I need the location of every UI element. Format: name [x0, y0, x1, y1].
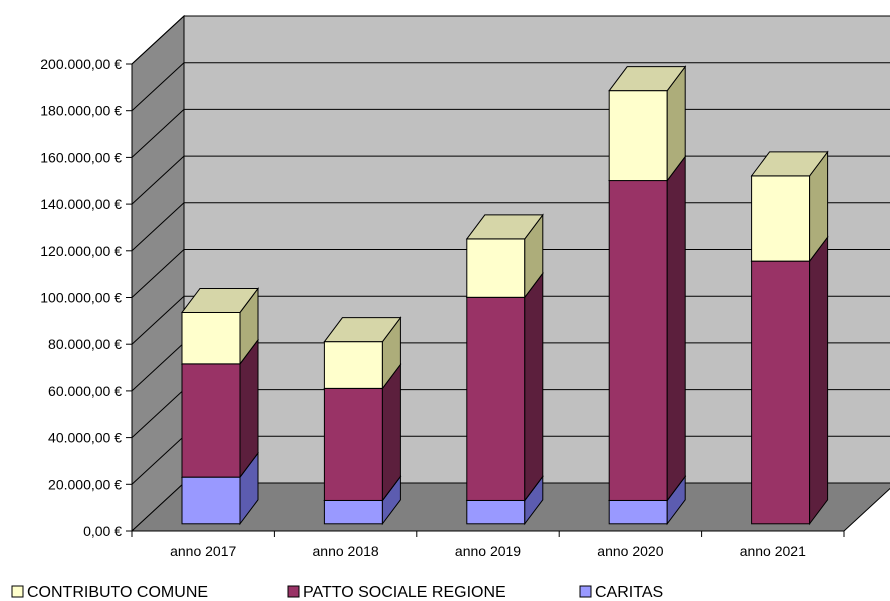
bar-segment-front	[181, 476, 241, 525]
y-tick-label: 180.000,00 €	[40, 103, 122, 119]
y-tick-label: 20.000,00 €	[48, 476, 122, 492]
y-tick-label: 120.000,00 €	[40, 243, 122, 259]
gridline-side	[131, 435, 185, 485]
bar-segment-front	[323, 341, 383, 389]
gridline-side	[131, 202, 185, 252]
x-tick-label: anno 2020	[597, 543, 663, 559]
y-axis: 0,00 € 20.000,00 € 40.000,00 € 60.000,00 € 8…	[40, 56, 133, 539]
gridline-side	[131, 155, 185, 205]
legend-label: CARITAS	[595, 584, 663, 601]
bar-segment-side	[666, 155, 686, 502]
bar-segment-top	[323, 317, 402, 343]
gridline-side	[131, 109, 185, 158]
x-tick-label: anno 2021	[740, 543, 806, 559]
y-tick-label: 200.000,00 €	[40, 56, 122, 72]
y-tick-label: 60.000,00 €	[48, 383, 122, 399]
bar-segment-front	[323, 499, 383, 525]
bar-segment-front	[466, 296, 526, 501]
bar-segment-front	[181, 363, 241, 478]
y-tick-label: 140.000,00 €	[40, 196, 122, 212]
gridline-side	[131, 295, 185, 345]
bar-segment-front	[323, 387, 383, 501]
x-axis: anno 2017 anno 2018 anno 2019 anno 2020 anno…	[131, 530, 845, 559]
bar-segment-top	[465, 214, 544, 240]
bars	[181, 65, 829, 526]
legend-swatch	[11, 585, 24, 598]
gridline-side	[131, 62, 185, 112]
bar-segment-front	[181, 311, 241, 365]
legend: CONTRIBUTO COMUNE PATTO SOCIALE REGIONE CA…	[11, 584, 663, 601]
bar-segment-front	[466, 499, 526, 525]
gridline-side	[131, 249, 185, 298]
y-tick-label: 80.000,00 €	[48, 336, 122, 352]
bar-segment-side	[809, 235, 829, 526]
legend-swatch	[287, 585, 300, 598]
bar-segment-front	[751, 260, 811, 525]
legend-label: PATTO SOCIALE REGIONE	[303, 584, 506, 601]
bar-segment-front	[608, 499, 668, 525]
y-tick-label: 40.000,00 €	[48, 430, 122, 446]
bar-segment-front	[608, 90, 668, 182]
bar-segment-top	[181, 287, 259, 313]
bar-segment-top	[750, 151, 829, 177]
y-tick-label: 160.000,00 €	[40, 149, 122, 165]
bar-segment-side	[524, 271, 544, 502]
x-tick-label: anno 2017	[170, 543, 236, 559]
gridline-side	[131, 342, 185, 392]
legend-swatch	[579, 585, 592, 598]
bar-segment-front	[751, 175, 811, 262]
gridline-side	[131, 389, 185, 438]
bar-segment-top	[608, 66, 687, 92]
gridline-side	[131, 15, 185, 65]
y-tick-label: 0,00 €	[83, 523, 122, 539]
bar-segment-front	[608, 180, 668, 501]
legend-label: CONTRIBUTO COMUNE	[27, 584, 208, 601]
x-tick-label: anno 2018	[313, 543, 379, 559]
bar-segment-front	[466, 238, 526, 298]
y-tick-label: 100.000,00 €	[40, 290, 122, 306]
x-tick-label: anno 2019	[455, 543, 521, 559]
